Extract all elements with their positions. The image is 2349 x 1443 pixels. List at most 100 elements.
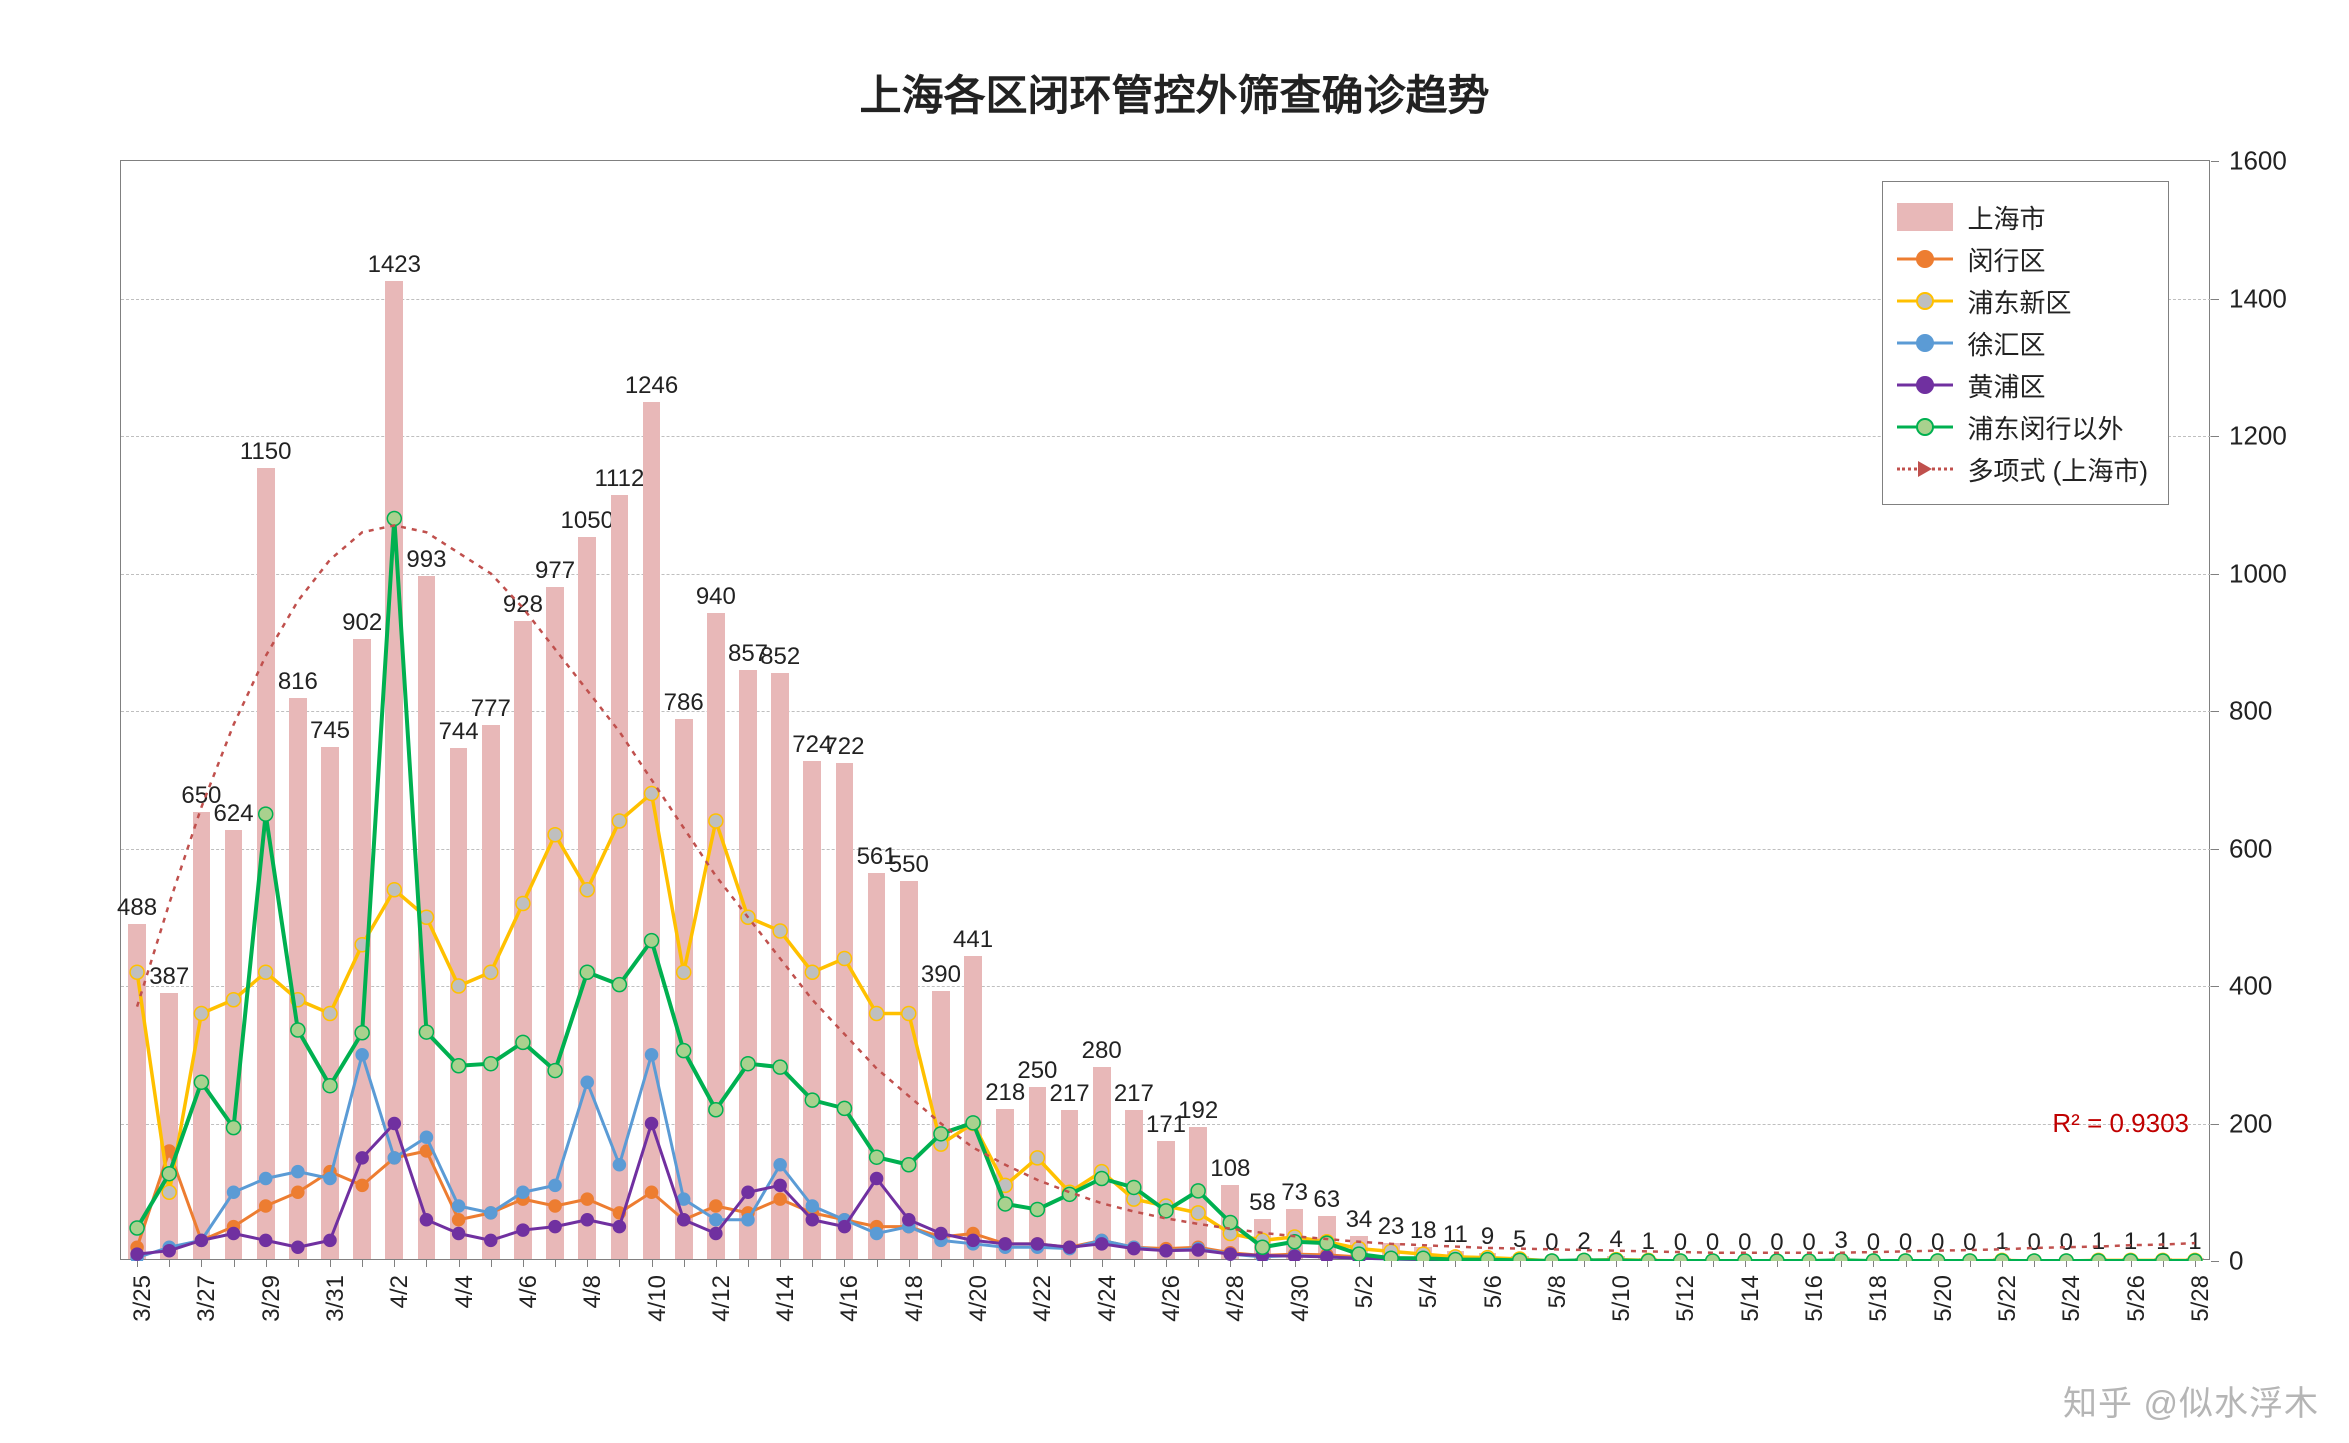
x-tick-label: 4/8 bbox=[579, 1275, 607, 1308]
x-tick-mark bbox=[1102, 1259, 1103, 1267]
bar bbox=[193, 812, 211, 1259]
bar-value-label: 0 bbox=[1545, 1229, 1558, 1257]
x-tick-mark bbox=[1295, 1259, 1296, 1267]
x-tick-mark bbox=[137, 1259, 138, 1267]
x-tick-mark bbox=[1809, 1259, 1810, 1267]
bar-value-label: 58 bbox=[1249, 1189, 1276, 1217]
x-tick-label: 4/18 bbox=[901, 1275, 929, 1322]
x-tick-mark bbox=[234, 1259, 235, 1267]
x-tick-mark bbox=[1938, 1259, 1939, 1267]
x-tick-label: 4/24 bbox=[1094, 1275, 1122, 1322]
bar bbox=[964, 956, 982, 1259]
y2-tick-mark bbox=[2211, 161, 2219, 162]
x-tick-mark bbox=[1423, 1259, 1424, 1267]
bar bbox=[771, 673, 789, 1259]
bar-value-label: 0 bbox=[1738, 1229, 1751, 1257]
legend-swatch bbox=[1897, 244, 1953, 274]
x-tick-mark bbox=[587, 1259, 588, 1267]
y2-tick-mark bbox=[2211, 574, 2219, 575]
bar-value-label: 993 bbox=[406, 546, 446, 574]
bar bbox=[1318, 1216, 1336, 1259]
x-tick-mark bbox=[1391, 1259, 1392, 1267]
y2-tick-mark bbox=[2211, 1124, 2219, 1125]
bar bbox=[739, 670, 757, 1259]
bar bbox=[450, 748, 468, 1260]
bar bbox=[289, 698, 307, 1259]
x-tick-label: 5/4 bbox=[1415, 1275, 1443, 1308]
bar-value-label: 63 bbox=[1313, 1186, 1340, 1214]
y2-tick-label: 600 bbox=[2229, 833, 2272, 864]
legend-label: 徐汇区 bbox=[1967, 325, 2045, 362]
bar bbox=[643, 402, 661, 1259]
bar bbox=[1414, 1247, 1432, 1259]
x-tick-label: 3/27 bbox=[193, 1275, 221, 1322]
bar-value-label: 0 bbox=[1802, 1229, 1815, 1257]
y2-tick-label: 1400 bbox=[2229, 283, 2287, 314]
bar bbox=[1254, 1219, 1272, 1259]
x-tick-mark bbox=[1166, 1259, 1167, 1267]
x-tick-label: 4/26 bbox=[1158, 1275, 1186, 1322]
bar-value-label: 4 bbox=[1609, 1226, 1622, 1254]
x-tick-label: 4/20 bbox=[965, 1275, 993, 1322]
legend-item: 浦东闵行以外 bbox=[1897, 406, 2148, 448]
x-tick-mark bbox=[1777, 1259, 1778, 1267]
bar bbox=[385, 281, 403, 1259]
x-tick-mark bbox=[877, 1259, 878, 1267]
bar-value-label: 1423 bbox=[368, 251, 421, 279]
bar-value-label: 816 bbox=[278, 668, 318, 696]
bar bbox=[1447, 1251, 1465, 1259]
x-tick-label: 4/2 bbox=[386, 1275, 414, 1308]
bar-value-label: 777 bbox=[471, 695, 511, 723]
legend-swatch bbox=[1897, 370, 1953, 400]
x-tick-label: 3/25 bbox=[129, 1275, 157, 1322]
bar-value-label: 1 bbox=[2092, 1228, 2105, 1256]
x-tick-mark bbox=[1970, 1259, 1971, 1267]
x-tick-mark bbox=[1488, 1259, 1489, 1267]
bar bbox=[611, 495, 629, 1260]
bar bbox=[707, 613, 725, 1259]
y2-tick-label: 0 bbox=[2229, 1246, 2243, 1277]
y2-tick-label: 1200 bbox=[2229, 421, 2287, 452]
legend-item: 徐汇区 bbox=[1897, 322, 2148, 364]
bar-value-label: 1 bbox=[1642, 1228, 1655, 1256]
bar bbox=[546, 587, 564, 1259]
x-tick-mark bbox=[1005, 1259, 1006, 1267]
x-tick-mark bbox=[523, 1259, 524, 1267]
x-tick-mark bbox=[459, 1259, 460, 1267]
bar-value-label: 34 bbox=[1346, 1206, 1373, 1234]
y2-tick-label: 400 bbox=[2229, 971, 2272, 1002]
bar bbox=[675, 719, 693, 1259]
x-tick-mark bbox=[1680, 1259, 1681, 1267]
bar-value-label: 1 bbox=[1995, 1228, 2008, 1256]
y2-tick-mark bbox=[2211, 299, 2219, 300]
bar-value-label: 0 bbox=[2060, 1229, 2073, 1257]
y2-tick-mark bbox=[2211, 849, 2219, 850]
x-tick-mark bbox=[2195, 1259, 2196, 1267]
bar-value-label: 1112 bbox=[594, 465, 644, 493]
x-tick-label: 5/18 bbox=[1865, 1275, 1893, 1322]
bar-value-label: 745 bbox=[310, 717, 350, 745]
bar-value-label: 852 bbox=[760, 643, 800, 671]
bar-value-label: 928 bbox=[503, 591, 543, 619]
y2-tick-mark bbox=[2211, 711, 2219, 712]
y2-tick-label: 1000 bbox=[2229, 558, 2287, 589]
bar bbox=[868, 873, 886, 1259]
x-tick-label: 5/16 bbox=[1801, 1275, 1829, 1322]
y2-tick-mark bbox=[2211, 436, 2219, 437]
x-tick-mark bbox=[2066, 1259, 2067, 1267]
bar bbox=[128, 924, 146, 1260]
legend-label: 上海市 bbox=[1967, 199, 2045, 236]
bar-value-label: 2 bbox=[1577, 1228, 1590, 1256]
x-tick-mark bbox=[330, 1259, 331, 1267]
bar bbox=[1061, 1110, 1079, 1259]
bar-value-label: 0 bbox=[1899, 1229, 1912, 1257]
x-tick-label: 4/16 bbox=[836, 1275, 864, 1322]
x-tick-mark bbox=[1262, 1259, 1263, 1267]
y2-tick-mark bbox=[2211, 1261, 2219, 1262]
bar-value-label: 940 bbox=[696, 583, 736, 611]
x-tick-label: 5/22 bbox=[1994, 1275, 2022, 1322]
bar bbox=[321, 747, 339, 1259]
legend-label: 浦东闵行以外 bbox=[1967, 409, 2123, 446]
bar-value-label: 0 bbox=[1770, 1229, 1783, 1257]
x-tick-mark bbox=[362, 1259, 363, 1267]
